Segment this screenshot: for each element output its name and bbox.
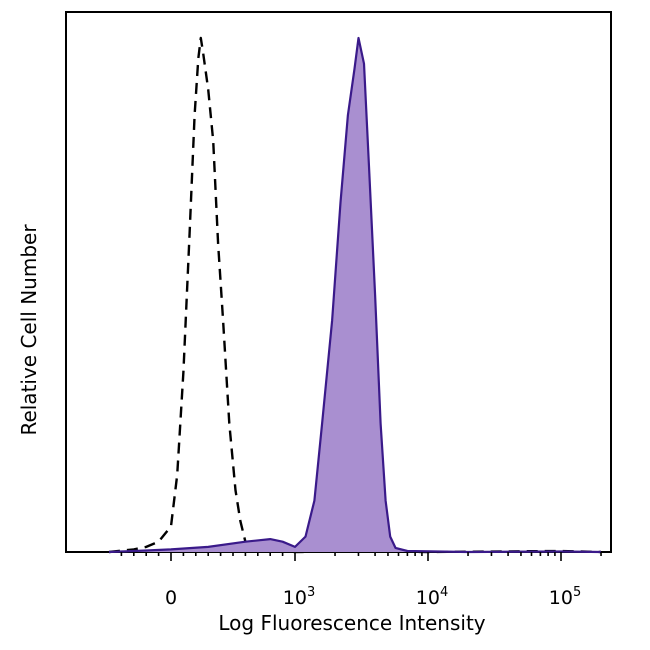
x-axis-tick-labels: 0 103 104 105 [165,585,581,609]
x-tick-label-2: 104 [416,585,448,609]
series-layer [108,36,602,554]
x-axis-ticks [120,552,602,561]
y-axis-title: Relative Cell Number [17,224,41,436]
series-line-0 [108,36,602,554]
x-tick-label-0: 0 [165,587,177,609]
series-area-1 [109,38,601,552]
series-line-1 [108,36,602,554]
x-tick-label-1: 103 [283,585,315,609]
x-axis-title: Log Fluorescence Intensity [218,611,485,635]
x-tick-label-3: 105 [549,585,581,609]
